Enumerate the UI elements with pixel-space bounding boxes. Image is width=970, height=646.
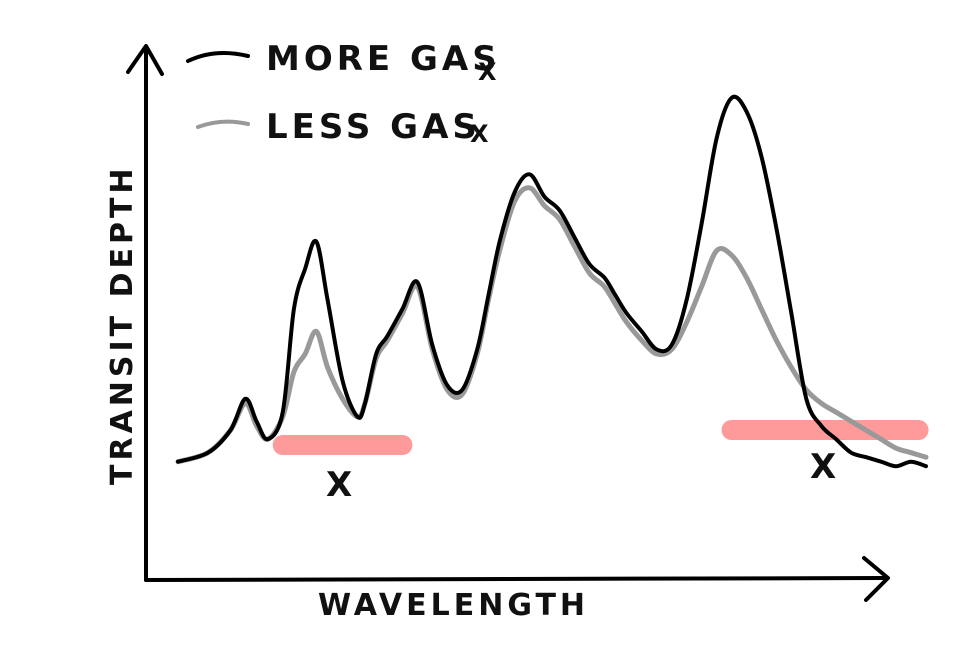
- y-axis-title: TRANSIT DEPTH: [105, 164, 140, 485]
- legend: MORE GAS X LESS GAS X: [186, 39, 501, 148]
- highlight-marker-left: X: [326, 465, 352, 505]
- y-axis-arrowhead: [126, 44, 164, 76]
- highlight-marker-right: X: [810, 447, 836, 487]
- legend-swatch-more-gas: [186, 50, 250, 63]
- legend-subscript-more-gas: X: [478, 58, 497, 86]
- series-line-less-gas: [175, 185, 929, 465]
- highlight-bands: [272, 420, 929, 455]
- legend-swatch-less-gas: [196, 119, 250, 129]
- legend-label-less-gas: LESS GAS: [266, 107, 481, 147]
- series-line-more-gas: [176, 94, 928, 469]
- x-axis-title: WAVELENGTH: [318, 588, 589, 623]
- legend-subscript-less-gas: X: [470, 120, 489, 148]
- x-axis: [144, 576, 886, 582]
- series-layer: [175, 94, 929, 469]
- axes: [126, 44, 890, 602]
- x-axis-arrowhead: [862, 556, 890, 602]
- legend-label-more-gas: MORE GAS: [266, 39, 501, 79]
